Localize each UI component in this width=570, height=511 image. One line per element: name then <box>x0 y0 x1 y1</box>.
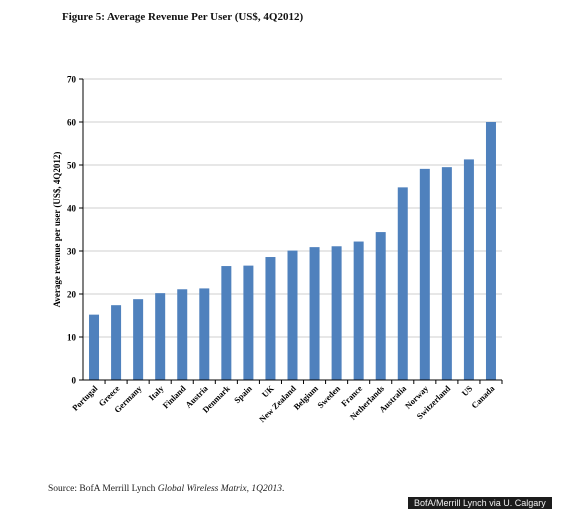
y-tick-label: 60 <box>67 118 77 128</box>
bar-belgium <box>309 247 320 380</box>
x-tick-label: Canada <box>469 383 497 411</box>
x-tick-label: Sweden <box>315 383 342 410</box>
y-tick-label: 0 <box>72 376 77 386</box>
bar-italy <box>155 293 166 380</box>
bar-netherlands <box>375 232 386 380</box>
source-suffix: . <box>281 484 285 494</box>
y-axis-label: Average revenue per user (US$, 4Q2012) <box>52 152 62 308</box>
y-tick-label: 10 <box>67 333 77 343</box>
y-tick-label: 40 <box>67 204 77 214</box>
bar-sweden <box>331 246 342 380</box>
y-tick-labels: 0 10 20 30 40 50 60 70 <box>67 75 83 386</box>
x-tick-label: Finland <box>161 383 188 410</box>
source-prefix: Source: BofA Merrill Lynch <box>48 484 158 494</box>
bar-finland <box>177 289 188 380</box>
x-tick-label: Belgium <box>292 383 320 411</box>
bar-denmark <box>221 266 232 380</box>
bar-uk <box>265 257 276 380</box>
x-tick-label: US <box>460 383 475 398</box>
bar-portugal <box>89 314 100 380</box>
bar-switzerland <box>441 167 452 380</box>
source-note: Source: BofA Merrill Lynch Global Wirele… <box>48 484 284 494</box>
bar-norway <box>419 168 430 380</box>
image-credit: BofA/Merrill Lynch via U. Calgary <box>408 497 552 509</box>
y-tick-label: 20 <box>67 290 77 300</box>
x-tick-label: UK <box>260 383 276 399</box>
bar-spain <box>243 265 254 380</box>
bars <box>89 122 496 380</box>
x-tick-label: Portugal <box>70 383 100 413</box>
bar-france <box>353 241 364 380</box>
y-tick-label: 70 <box>67 75 77 85</box>
bar-germany <box>133 299 144 380</box>
bar-canada <box>485 122 496 380</box>
y-tick-label: 50 <box>67 161 77 171</box>
figure-title: Figure 5: Average Revenue Per User (US$,… <box>62 11 304 23</box>
bar-australia <box>397 187 408 380</box>
axes <box>82 79 502 381</box>
y-tick-label: 30 <box>67 247 77 257</box>
bar-new-zealand <box>287 250 298 380</box>
source-publication: Global Wireless Matrix, 1Q2013 <box>157 484 282 494</box>
bar-us <box>463 159 474 380</box>
bar-austria <box>199 288 210 380</box>
bar-greece <box>111 305 122 380</box>
x-tick-label: Spain <box>232 383 254 405</box>
